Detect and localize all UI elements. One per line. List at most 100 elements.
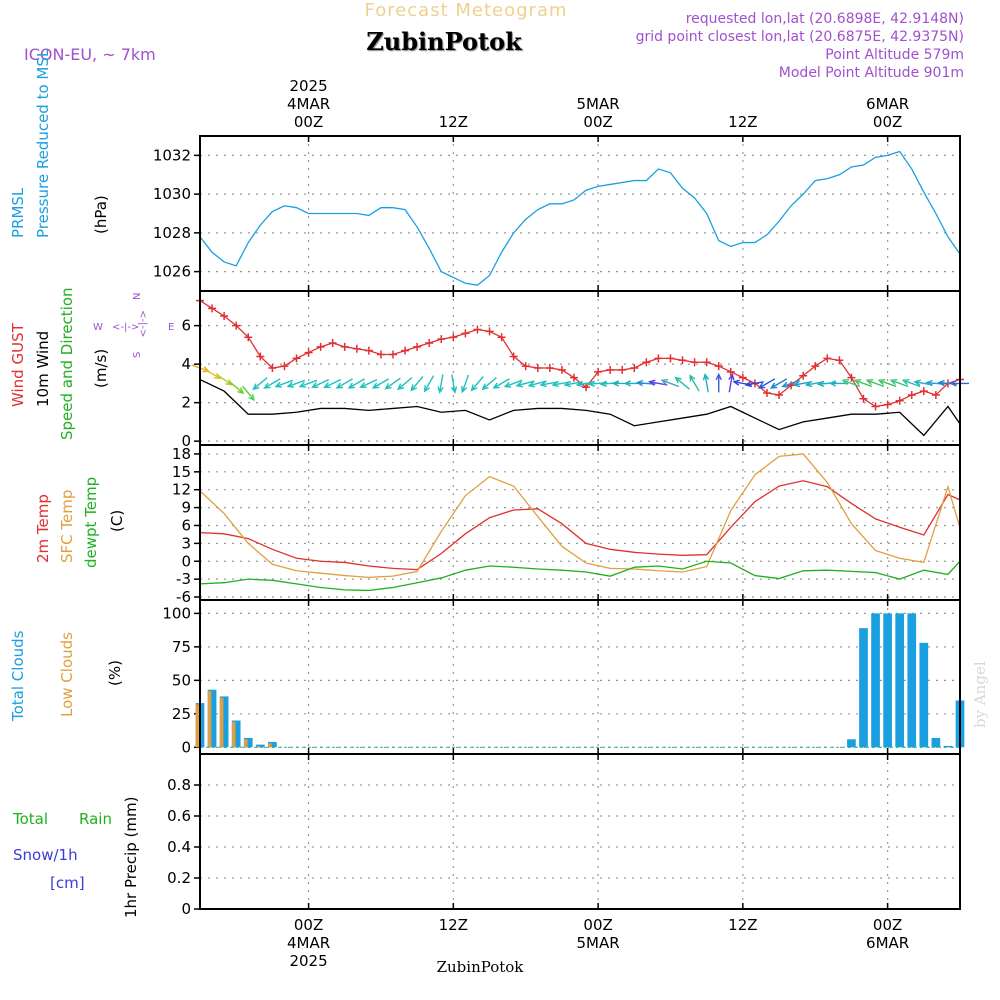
wind-arrow [323,378,342,388]
bottom-time-label: 12Z [439,916,468,934]
prmsl-line [199,150,961,286]
top-time-label: 00Z [294,113,323,131]
bottom-time-label: 00Z [294,916,323,934]
pressure-unit: (hPa) [92,195,110,234]
bottom-time-label: 2025 [289,952,327,970]
wind-arrow [781,379,800,388]
wind-arrow [492,378,510,389]
precip-label-snow: Snow/1h [13,846,78,864]
precip-label-rain: Rain [79,810,112,828]
gust-marker [726,367,735,376]
wind-arrow [865,379,885,388]
wind-arrow [715,372,722,393]
gust-marker [835,356,844,365]
watermark-title: Forecast Meteogram [364,0,567,21]
wind-arrow [396,377,413,391]
gust-marker [859,394,868,403]
gust-marker [413,342,422,351]
wind-arrow [203,368,222,380]
gust-marker [376,350,385,359]
wind-arrow [347,378,365,389]
gust-marker [618,365,627,374]
wind-arrow [263,378,281,389]
wind-ytick-label: 0 [181,432,191,450]
gust-marker [775,390,784,399]
temp-ytick-label: 12 [172,481,191,499]
gust-marker [389,350,398,359]
10m-wind-line [199,378,961,437]
clouds-ytick-label: 50 [172,671,191,689]
gust-marker [557,365,566,374]
temp-frame [199,444,961,601]
wind-ytick-label: 6 [181,317,191,335]
gust-marker [666,354,675,363]
wind-arrow [470,376,484,392]
compass-horizontal: <-|-> [112,322,139,333]
precip-ytick-label: 0.8 [167,776,191,794]
temp-label-2m: 2m Temp [34,494,52,563]
precip-unit: 1hr Precip (mm) [122,797,140,918]
wind-arrow [335,378,353,389]
gust-marker [316,342,325,351]
wind-arrow [241,385,256,402]
compass-w: W [93,322,103,333]
precip-label-total: Total [12,810,48,828]
precip-panel: 0 0.2 0.4 0.6 0.8 [167,753,961,918]
gust-marker [582,383,591,392]
gust-marker [606,365,615,374]
wind-arrow [461,374,470,394]
gust-marker [461,329,470,338]
gust-marker [352,344,361,353]
wind-gust-line [199,300,961,408]
total-cloud-bar [895,613,905,748]
gust-marker [702,358,711,367]
wind-arrow [889,379,909,388]
dewpt-temp-line [199,560,961,592]
clouds-panel-label: Total Clouds Low Clouds (%) [9,630,124,722]
clouds-unit: (%) [106,660,124,686]
gust-marker [569,373,578,382]
model-altitude: Model Point Altitude 901m [779,65,964,81]
precip-frame [199,753,961,910]
low-cloud-bar [231,721,236,748]
wind-arrow [853,379,873,388]
temp-label-dewpt: dewpt Temp [82,477,100,568]
top-time-label: 5MAR [577,95,620,113]
temp-ytick-label: -3 [176,570,191,588]
gust-marker [630,364,639,372]
gust-marker [919,387,928,396]
wind-arrow [252,377,268,391]
low-cloud-bar [255,745,260,748]
gust-marker [895,396,904,405]
wind-label-gust: Wind GUST [9,322,27,407]
footer-location: ZubinPotok [437,958,525,976]
low-cloud-bar [268,743,272,748]
pressure-panel-label: PRMSL Pressure Reduced to MSL (hPa) [9,48,110,238]
wind-arrow [423,375,435,393]
wind-arrow [744,380,764,388]
gust-marker [220,312,229,321]
wind-arrow [384,377,401,390]
gust-marker [811,362,820,371]
temp-ytick-label: 9 [181,499,191,517]
gust-marker [883,400,892,409]
gust-marker [364,346,373,355]
gust-marker [497,333,506,342]
gust-marker [678,356,687,365]
gust-marker [473,325,482,334]
low-cloud-bar [207,691,212,748]
bottom-time-axis: 00Z4MAR202512Z00Z5MAR12Z00Z6MAR12Z [287,916,909,970]
wind-panel: 0 2 4 6 [181,290,969,450]
precip-ytick-label: 0.6 [167,807,191,825]
top-time-label: 6MAR [866,95,909,113]
wind-arrow [228,380,245,395]
total-cloud-bar [243,737,253,748]
low-cloud-bar [243,739,248,748]
wind-panel-label: Wind GUST 10m Wind Speed and Direction (… [9,287,174,440]
top-time-label: 4MAR [287,95,330,113]
bottom-time-label: 5MAR [577,934,620,952]
total-cloud-bar [931,737,941,748]
gust-marker [847,373,856,382]
temp-ytick-label: 15 [172,463,191,481]
top-time-label: 2025 [289,77,327,95]
